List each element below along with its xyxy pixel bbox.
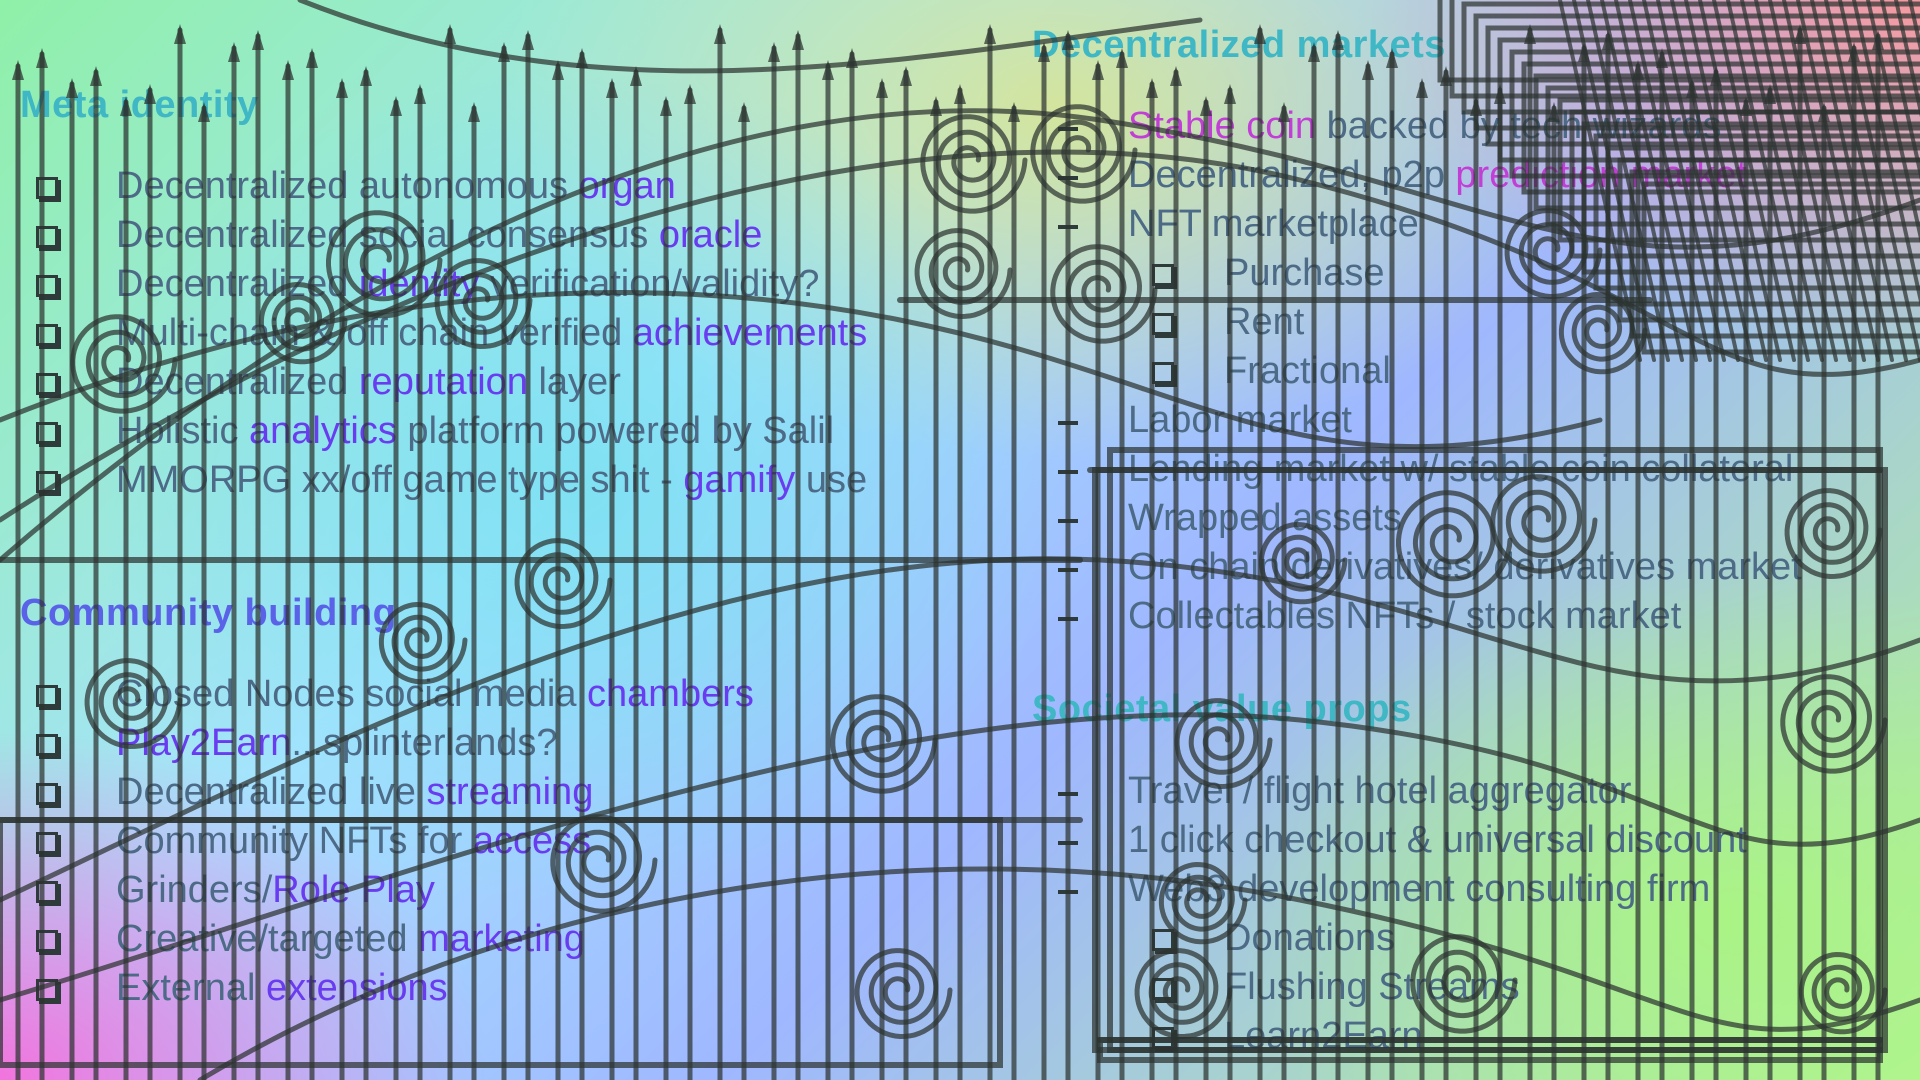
checkbox-icon[interactable] [36,324,58,346]
section-title-community-building: Community building [20,592,397,634]
list-item-decentralized-markets: Stable coin backed by tech wizards [1128,105,1722,147]
checkbox-icon[interactable] [36,422,58,444]
list-sub-item-societal-value-props: Flushing Streams [1224,966,1520,1008]
dash-bullet-icon [1058,470,1078,474]
list-sub-item-decentralized-markets: Fractional [1224,350,1391,392]
checkbox-icon[interactable] [36,177,58,199]
highlight-text: achievements [632,312,868,354]
highlight-text: reputation [358,361,528,403]
highlight-text: chambers [587,673,754,715]
list-item-community-building: Grinders/Role Play [116,869,435,911]
section-title-meta-identity: Meta identity [20,84,259,126]
checkbox-icon[interactable] [36,226,58,248]
section-title-decentralized-markets: Decentralized markets [1032,24,1446,66]
checkbox-icon[interactable] [1152,264,1174,286]
list-sub-item-societal-value-props: Donations [1224,917,1396,959]
list-item-decentralized-markets: On chain derivatives/ derivatives market [1128,546,1802,588]
dash-bullet-icon [1058,519,1078,523]
highlight-text: Role Play [272,869,435,911]
dash-bullet-icon [1058,890,1078,894]
list-item-meta-identity: Decentralized autonomous organ [116,165,676,207]
dash-bullet-icon [1058,841,1078,845]
list-item-societal-value-props: Web3 development consulting firm [1128,868,1711,910]
list-item-meta-identity: Decentralized social consensus oracle [116,214,763,256]
highlight-text: gamify [683,459,796,501]
list-item-decentralized-markets: Lending market w/ stable coin collateral [1128,448,1794,490]
checkbox-icon[interactable] [36,471,58,493]
highlight-text: extensions [265,967,448,1009]
dash-bullet-icon [1058,225,1078,229]
list-item-decentralized-markets: Wrapped assets [1128,497,1402,539]
list-item-meta-identity: Holistic analytics platform powered by S… [116,410,835,452]
list-sub-item-decentralized-markets: Rent [1224,301,1305,343]
list-item-decentralized-markets: Decentralized, p2p prediction market [1128,154,1747,196]
checkbox-icon[interactable] [36,275,58,297]
highlight-text: Stable coin [1128,105,1317,147]
highlight-text: marketing [418,918,585,960]
checkbox-icon[interactable] [36,373,58,395]
checkbox-icon[interactable] [1152,978,1174,1000]
checkbox-icon[interactable] [36,881,58,903]
highlight-text: access [472,820,592,862]
list-item-meta-identity: Multi-chain & off chain verified achieve… [116,312,868,354]
list-item-community-building: Play2Earn...splinterlands? [116,722,558,764]
checkbox-icon[interactable] [36,685,58,707]
list-item-meta-identity: Decentralized identity verification/vali… [116,263,820,305]
list-sub-item-societal-value-props: Learn2Earn [1224,1015,1423,1057]
checkbox-icon[interactable] [36,783,58,805]
list-item-societal-value-props: 1 click checkout & universal discount [1128,819,1747,861]
highlight-text: identity [358,263,480,305]
checkbox-icon[interactable] [1152,1027,1174,1049]
list-item-community-building: Closed Nodes social media chambers [116,673,754,715]
list-item-community-building: Community NFTs for access [116,820,592,862]
dash-bullet-icon [1058,617,1078,621]
dash-bullet-icon [1058,792,1078,796]
highlight-text: prediction market [1455,154,1747,196]
checkbox-icon[interactable] [1152,362,1174,384]
dash-bullet-icon [1058,421,1078,425]
checkbox-icon[interactable] [36,734,58,756]
checkbox-icon[interactable] [36,979,58,1001]
list-item-meta-identity: MMORPG xx/off game type shit - gamify us… [116,459,868,501]
list-item-decentralized-markets: NFT marketplace [1128,203,1419,245]
list-item-community-building: Creative/targeted marketing [116,918,585,960]
list-item-decentralized-markets: Collectables NFTs / stock market [1128,595,1682,637]
checkbox-icon[interactable] [36,930,58,952]
list-item-decentralized-markets: Labor market [1128,399,1352,441]
highlight-text: oracle [658,214,763,256]
checkbox-icon[interactable] [1152,929,1174,951]
dash-bullet-icon [1058,176,1078,180]
dash-bullet-icon [1058,568,1078,572]
section-title-societal-value-props: Societal value props [1032,688,1412,730]
list-item-societal-value-props: Travel / flight hotel aggregator [1128,770,1632,812]
highlight-text: organ [578,165,676,207]
list-sub-item-decentralized-markets: Purchase [1224,252,1385,294]
highlight-text: analytics [249,410,397,452]
list-item-community-building: Decentralized live streaming [116,771,594,813]
list-item-community-building: External extensions [116,967,448,1009]
highlight-text: Play2Earn [116,722,292,764]
checkbox-icon[interactable] [36,832,58,854]
list-item-meta-identity: Decentralized reputation layer [116,361,621,403]
checkbox-icon[interactable] [1152,313,1174,335]
dash-bullet-icon [1058,127,1078,131]
highlight-text: streaming [426,771,594,813]
